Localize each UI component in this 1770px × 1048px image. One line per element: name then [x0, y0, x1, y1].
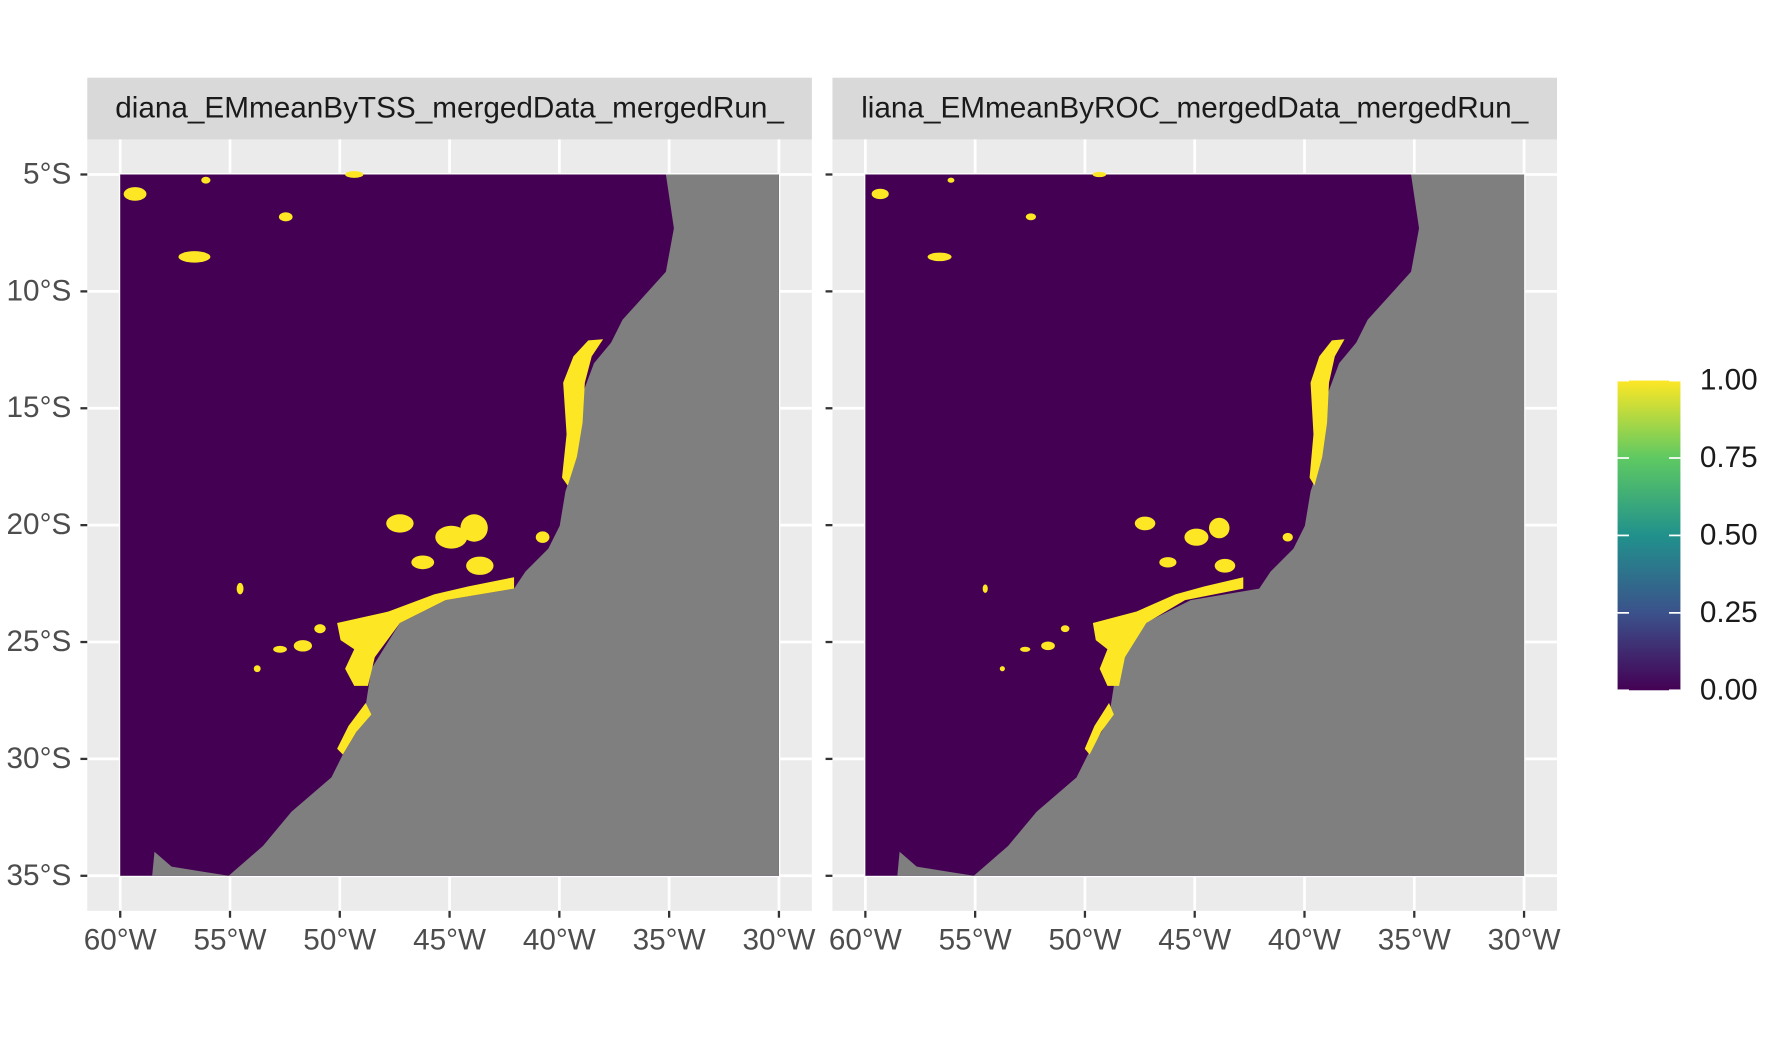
- suitable-patch: [278, 212, 293, 222]
- suitable-patch: [1282, 532, 1293, 542]
- y-tick-label: 25°S: [7, 625, 72, 658]
- suitable-area: [337, 703, 372, 755]
- x-tick-label: 30°W: [1488, 924, 1561, 957]
- colorbar-label: 0.25: [1700, 596, 1758, 629]
- suitable-patch: [1159, 557, 1177, 568]
- y-tick-label: 20°S: [7, 508, 72, 541]
- suitable-patch: [1208, 517, 1230, 539]
- x-tick-label: 50°W: [1048, 924, 1121, 957]
- suitable-patch: [1060, 625, 1070, 633]
- suitable-area: [1084, 703, 1114, 755]
- suitable-patch: [236, 582, 244, 595]
- facet-strip: [87, 77, 812, 140]
- suitable-patch: [293, 640, 313, 652]
- facet-title: diana_EMmeanByTSS_mergedData_mergedRun_: [115, 92, 784, 125]
- x-tick-label: 60°W: [829, 924, 902, 957]
- suitable-patch: [435, 525, 468, 549]
- suitable-patch: [1184, 528, 1209, 546]
- suitable-patch: [1092, 171, 1107, 178]
- suitable-area: [1309, 339, 1345, 486]
- suitable-patch: [535, 531, 550, 543]
- facet-strip: [832, 77, 1557, 140]
- colorbar-label: 0.75: [1700, 441, 1758, 474]
- suitable-patch: [947, 177, 955, 183]
- x-tick-label: 40°W: [523, 924, 596, 957]
- x-tick-label: 40°W: [1268, 924, 1341, 957]
- y-tick-label: 30°S: [7, 742, 72, 775]
- suitable-area: [337, 577, 515, 686]
- suitable-patch: [982, 584, 988, 593]
- x-tick-label: 55°W: [194, 924, 267, 957]
- suitable-patch: [927, 252, 952, 262]
- suitable-patch: [1214, 558, 1236, 573]
- suitable-patch: [253, 665, 261, 673]
- suitable-patch: [201, 176, 211, 184]
- suitable-patch: [1041, 641, 1055, 651]
- x-tick-label: 50°W: [303, 924, 376, 957]
- x-tick-label: 35°W: [633, 924, 706, 957]
- ocean: [152, 174, 779, 876]
- suitable-patch: [999, 666, 1005, 672]
- suitable-patch: [123, 187, 147, 201]
- y-tick-label: 10°S: [7, 274, 72, 307]
- suitable-area: [1092, 577, 1244, 686]
- x-tick-label: 45°W: [413, 924, 486, 957]
- suitable-patch: [460, 514, 488, 542]
- suitable-patch: [871, 188, 889, 200]
- x-tick-label: 30°W: [742, 924, 815, 957]
- suitable-area: [562, 339, 604, 486]
- x-tick-label: 35°W: [1378, 924, 1451, 957]
- x-tick-label: 60°W: [84, 924, 157, 957]
- suitable-patch: [411, 555, 435, 570]
- facet-title: liana_EMmeanByROC_mergedData_mergedRun_: [861, 92, 1528, 125]
- x-tick-label: 45°W: [1158, 924, 1231, 957]
- y-tick-label: 15°S: [7, 391, 72, 424]
- y-tick-label: 5°S: [23, 157, 71, 190]
- suitable-patch: [178, 251, 211, 263]
- suitable-patch: [314, 624, 326, 634]
- map-panel: liana_EMmeanByROC_mergedData_mergedRun_ 6…: [825, 77, 1561, 957]
- suitable-patch: [345, 171, 364, 178]
- suitable-patch: [1020, 646, 1031, 652]
- suitable-patch: [1025, 213, 1037, 221]
- x-tick-label: 55°W: [939, 924, 1012, 957]
- suitable-patch: [386, 514, 414, 533]
- y-tick-label: 35°S: [7, 859, 72, 892]
- suitable-patch: [1134, 516, 1156, 531]
- colorbar-label: 0.00: [1700, 673, 1758, 706]
- ocean: [897, 174, 1525, 876]
- colorbar-label: 0.50: [1700, 518, 1758, 551]
- suitable-patch: [273, 645, 287, 653]
- map-panel: diana_EMmeanByTSS_mergedData_mergedRun_ 6…: [7, 77, 815, 957]
- suitable-patch: [466, 556, 494, 575]
- colorbar-label: 1.00: [1700, 364, 1758, 397]
